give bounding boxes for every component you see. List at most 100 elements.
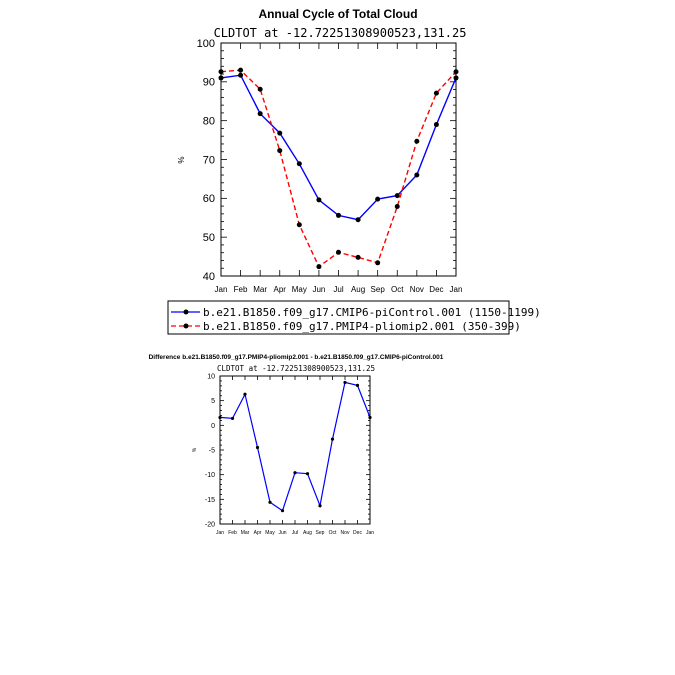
x-tick-label: Apr bbox=[274, 285, 287, 294]
x-tick-label: Mar bbox=[253, 285, 267, 294]
series-line-1 bbox=[219, 381, 371, 512]
series-group bbox=[218, 67, 459, 270]
x-tick-label: Oct bbox=[391, 285, 404, 294]
legend: b.e21.B1850.f09_g17.CMIP6-piControl.001 … bbox=[167, 300, 541, 335]
difference-x-tick-labels: Jan Feb Mar Apr May Jun Jul Aug Sep Oct Nov Dec Jan bbox=[216, 530, 374, 536]
x-tick-label: Jun bbox=[312, 285, 325, 294]
legend-entry-series-1: b.e21.B1850.f09_g17.CMIP6-piControl.001 … bbox=[203, 306, 541, 319]
data-point-series-1 bbox=[238, 72, 244, 78]
x-tick-label: Jan bbox=[216, 530, 224, 536]
x-tick-label: Nov bbox=[341, 530, 350, 536]
data-point-series-1 bbox=[218, 415, 222, 420]
data-point-series-2 bbox=[296, 222, 302, 228]
data-point-series-1 bbox=[268, 500, 272, 504]
data-point-series-1 bbox=[230, 416, 235, 421]
data-point-series-1 bbox=[414, 172, 420, 178]
data-point-series-1 bbox=[355, 383, 360, 387]
y-tick-label: -15 bbox=[205, 497, 215, 504]
difference-y-axis-label: % bbox=[192, 447, 198, 452]
series-line-1 bbox=[220, 74, 457, 221]
x-tick-label: Aug bbox=[303, 530, 312, 536]
data-point-series-1 bbox=[355, 217, 361, 223]
data-point-series-1 bbox=[277, 130, 283, 136]
chart-title: Annual Cycle of Total Cloud bbox=[258, 7, 417, 21]
chart-subtitle: CLDTOT at -12.72251308900523,131.25 bbox=[214, 26, 467, 40]
data-point-series-1 bbox=[375, 196, 381, 202]
data-point-series-1 bbox=[330, 437, 335, 441]
x-tick-label: Jul bbox=[333, 285, 343, 294]
data-point-series-2 bbox=[433, 90, 439, 96]
y-tick-label: 80 bbox=[203, 116, 215, 128]
data-point-series-1 bbox=[318, 504, 322, 508]
x-tick-label: Aug bbox=[351, 285, 365, 294]
data-point-series-1 bbox=[305, 472, 310, 476]
difference-chart-title: Difference b.e21.B1850.f09_g17.PMIP4-pli… bbox=[149, 354, 444, 361]
tick-marks bbox=[220, 42, 457, 277]
plot-frame bbox=[220, 42, 457, 277]
y-tick-label: 70 bbox=[203, 154, 215, 166]
data-point-series-2 bbox=[316, 264, 322, 270]
x-tick-label: Apr bbox=[254, 530, 262, 536]
data-point-series-1 bbox=[243, 392, 247, 396]
y-tick-label: -10 bbox=[205, 472, 215, 479]
y-tick-label: 50 bbox=[203, 232, 215, 244]
x-tick-label: Feb bbox=[234, 285, 248, 294]
x-tick-label: Oct bbox=[329, 530, 337, 536]
x-tick-label: Mar bbox=[241, 530, 250, 536]
legend-marker-series-1 bbox=[183, 309, 189, 315]
series-line-2 bbox=[220, 69, 457, 268]
x-tick-label: Jan bbox=[450, 285, 463, 294]
x-tick-label: Dec bbox=[353, 530, 362, 536]
data-point-series-1 bbox=[368, 415, 372, 420]
x-tick-label: May bbox=[265, 530, 275, 536]
difference-chart: Difference b.e21.B1850.f09_g17.PMIP4-pli… bbox=[149, 354, 444, 536]
x-tick-label: Dec bbox=[429, 285, 443, 294]
data-point-series-1 bbox=[394, 193, 400, 199]
data-point-series-2 bbox=[355, 254, 361, 260]
legend-box bbox=[167, 300, 510, 335]
y-tick-label: 0 bbox=[211, 423, 215, 430]
data-point-series-1 bbox=[218, 75, 224, 81]
y-tick-label: 90 bbox=[203, 77, 215, 89]
legend-entry-series-2: b.e21.B1850.f09_g17.PMIP4-pliomip2.001 (… bbox=[203, 320, 521, 333]
data-point-series-2 bbox=[277, 148, 283, 154]
data-point-series-1 bbox=[336, 212, 341, 218]
x-tick-label: Feb bbox=[228, 530, 237, 536]
data-point-series-2 bbox=[394, 203, 400, 209]
y-tick-label: 100 bbox=[197, 38, 215, 50]
x-tick-label: Sep bbox=[371, 285, 386, 294]
difference-series-group bbox=[218, 380, 372, 513]
x-tick-label: Sep bbox=[316, 530, 325, 536]
data-point-series-1 bbox=[280, 509, 285, 513]
data-point-series-2 bbox=[257, 86, 263, 92]
data-point-series-2 bbox=[414, 138, 420, 144]
x-tick-labels: Jan Feb Mar Apr May Jun Jul Aug Sep Oct Nov Dec Jan bbox=[215, 285, 463, 294]
x-tick-label: Jul bbox=[292, 530, 298, 536]
y-tick-label: 5 bbox=[211, 398, 215, 405]
data-point-series-1 bbox=[343, 380, 347, 385]
y-axis-label: % bbox=[177, 156, 186, 163]
y-tick-label: -20 bbox=[205, 521, 215, 528]
data-point-series-2 bbox=[238, 67, 244, 73]
data-point-series-2 bbox=[218, 69, 224, 75]
data-point-series-1 bbox=[293, 471, 297, 475]
legend-marker-series-2 bbox=[183, 323, 189, 329]
data-point-series-1 bbox=[255, 445, 260, 450]
data-point-series-2 bbox=[375, 260, 381, 266]
data-point-series-1 bbox=[296, 161, 302, 167]
y-tick-label: 10 bbox=[207, 373, 215, 380]
data-point-series-1 bbox=[257, 111, 263, 117]
data-point-series-1 bbox=[433, 122, 439, 128]
x-tick-label: Jan bbox=[366, 530, 374, 536]
x-tick-label: Jan bbox=[215, 285, 228, 294]
x-tick-label: May bbox=[292, 285, 307, 294]
difference-y-tick-labels: -20 -15 -10 -5 0 5 10 bbox=[205, 373, 215, 528]
y-tick-label: -5 bbox=[209, 447, 215, 454]
y-tick-label: 40 bbox=[203, 271, 215, 283]
x-tick-label: Nov bbox=[410, 285, 424, 294]
data-point-series-2 bbox=[336, 249, 341, 255]
data-point-series-1 bbox=[453, 75, 459, 81]
annual-cycle-chart: Annual Cycle of Total Cloud CLDTOT at -1… bbox=[167, 7, 541, 335]
difference-chart-subtitle: CLDTOT at -12.72251308900523,131.25 bbox=[217, 364, 375, 373]
